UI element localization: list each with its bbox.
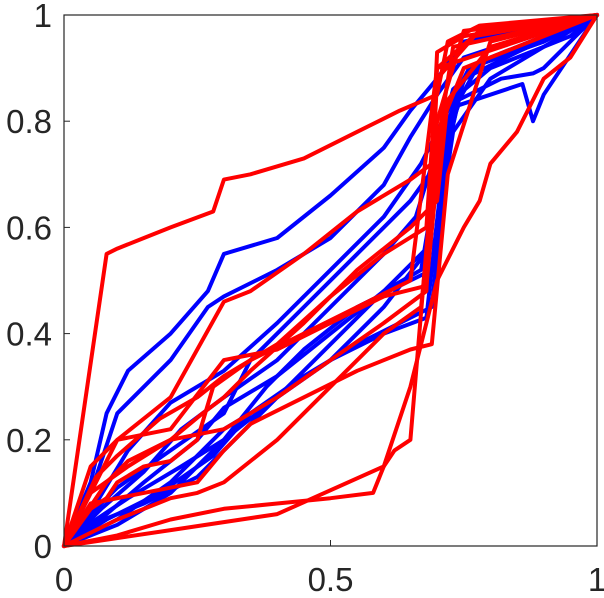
- x-tick-label: 0.5: [308, 561, 354, 598]
- y-ticks: 0 0.2 0.4 0.6 0.8 1: [6, 0, 70, 565]
- series-line-16: [62, 13, 599, 548]
- x-tick-label: 0: [55, 561, 73, 598]
- series-line-19: [62, 13, 599, 548]
- x-tick-label: 1: [588, 561, 604, 598]
- series-line-15: [62, 13, 599, 548]
- series-line-17: [62, 13, 599, 548]
- series-line-8: [62, 13, 599, 548]
- series-line-21: [62, 13, 599, 548]
- x-ticks: 0 0.5 1: [55, 540, 604, 598]
- y-tick-label: 1: [34, 0, 52, 34]
- y-tick-label: 0.2: [6, 422, 52, 459]
- y-tick-label: 0.4: [6, 316, 52, 353]
- plot-lines: [62, 13, 599, 548]
- y-tick-label: 0.6: [6, 209, 52, 246]
- series-line-5: [62, 13, 599, 548]
- series-line-18: [62, 13, 599, 548]
- series-line-22: [62, 13, 599, 548]
- y-tick-label: 0: [34, 528, 52, 565]
- series-line-11: [62, 13, 599, 548]
- y-tick-label: 0.8: [6, 103, 52, 140]
